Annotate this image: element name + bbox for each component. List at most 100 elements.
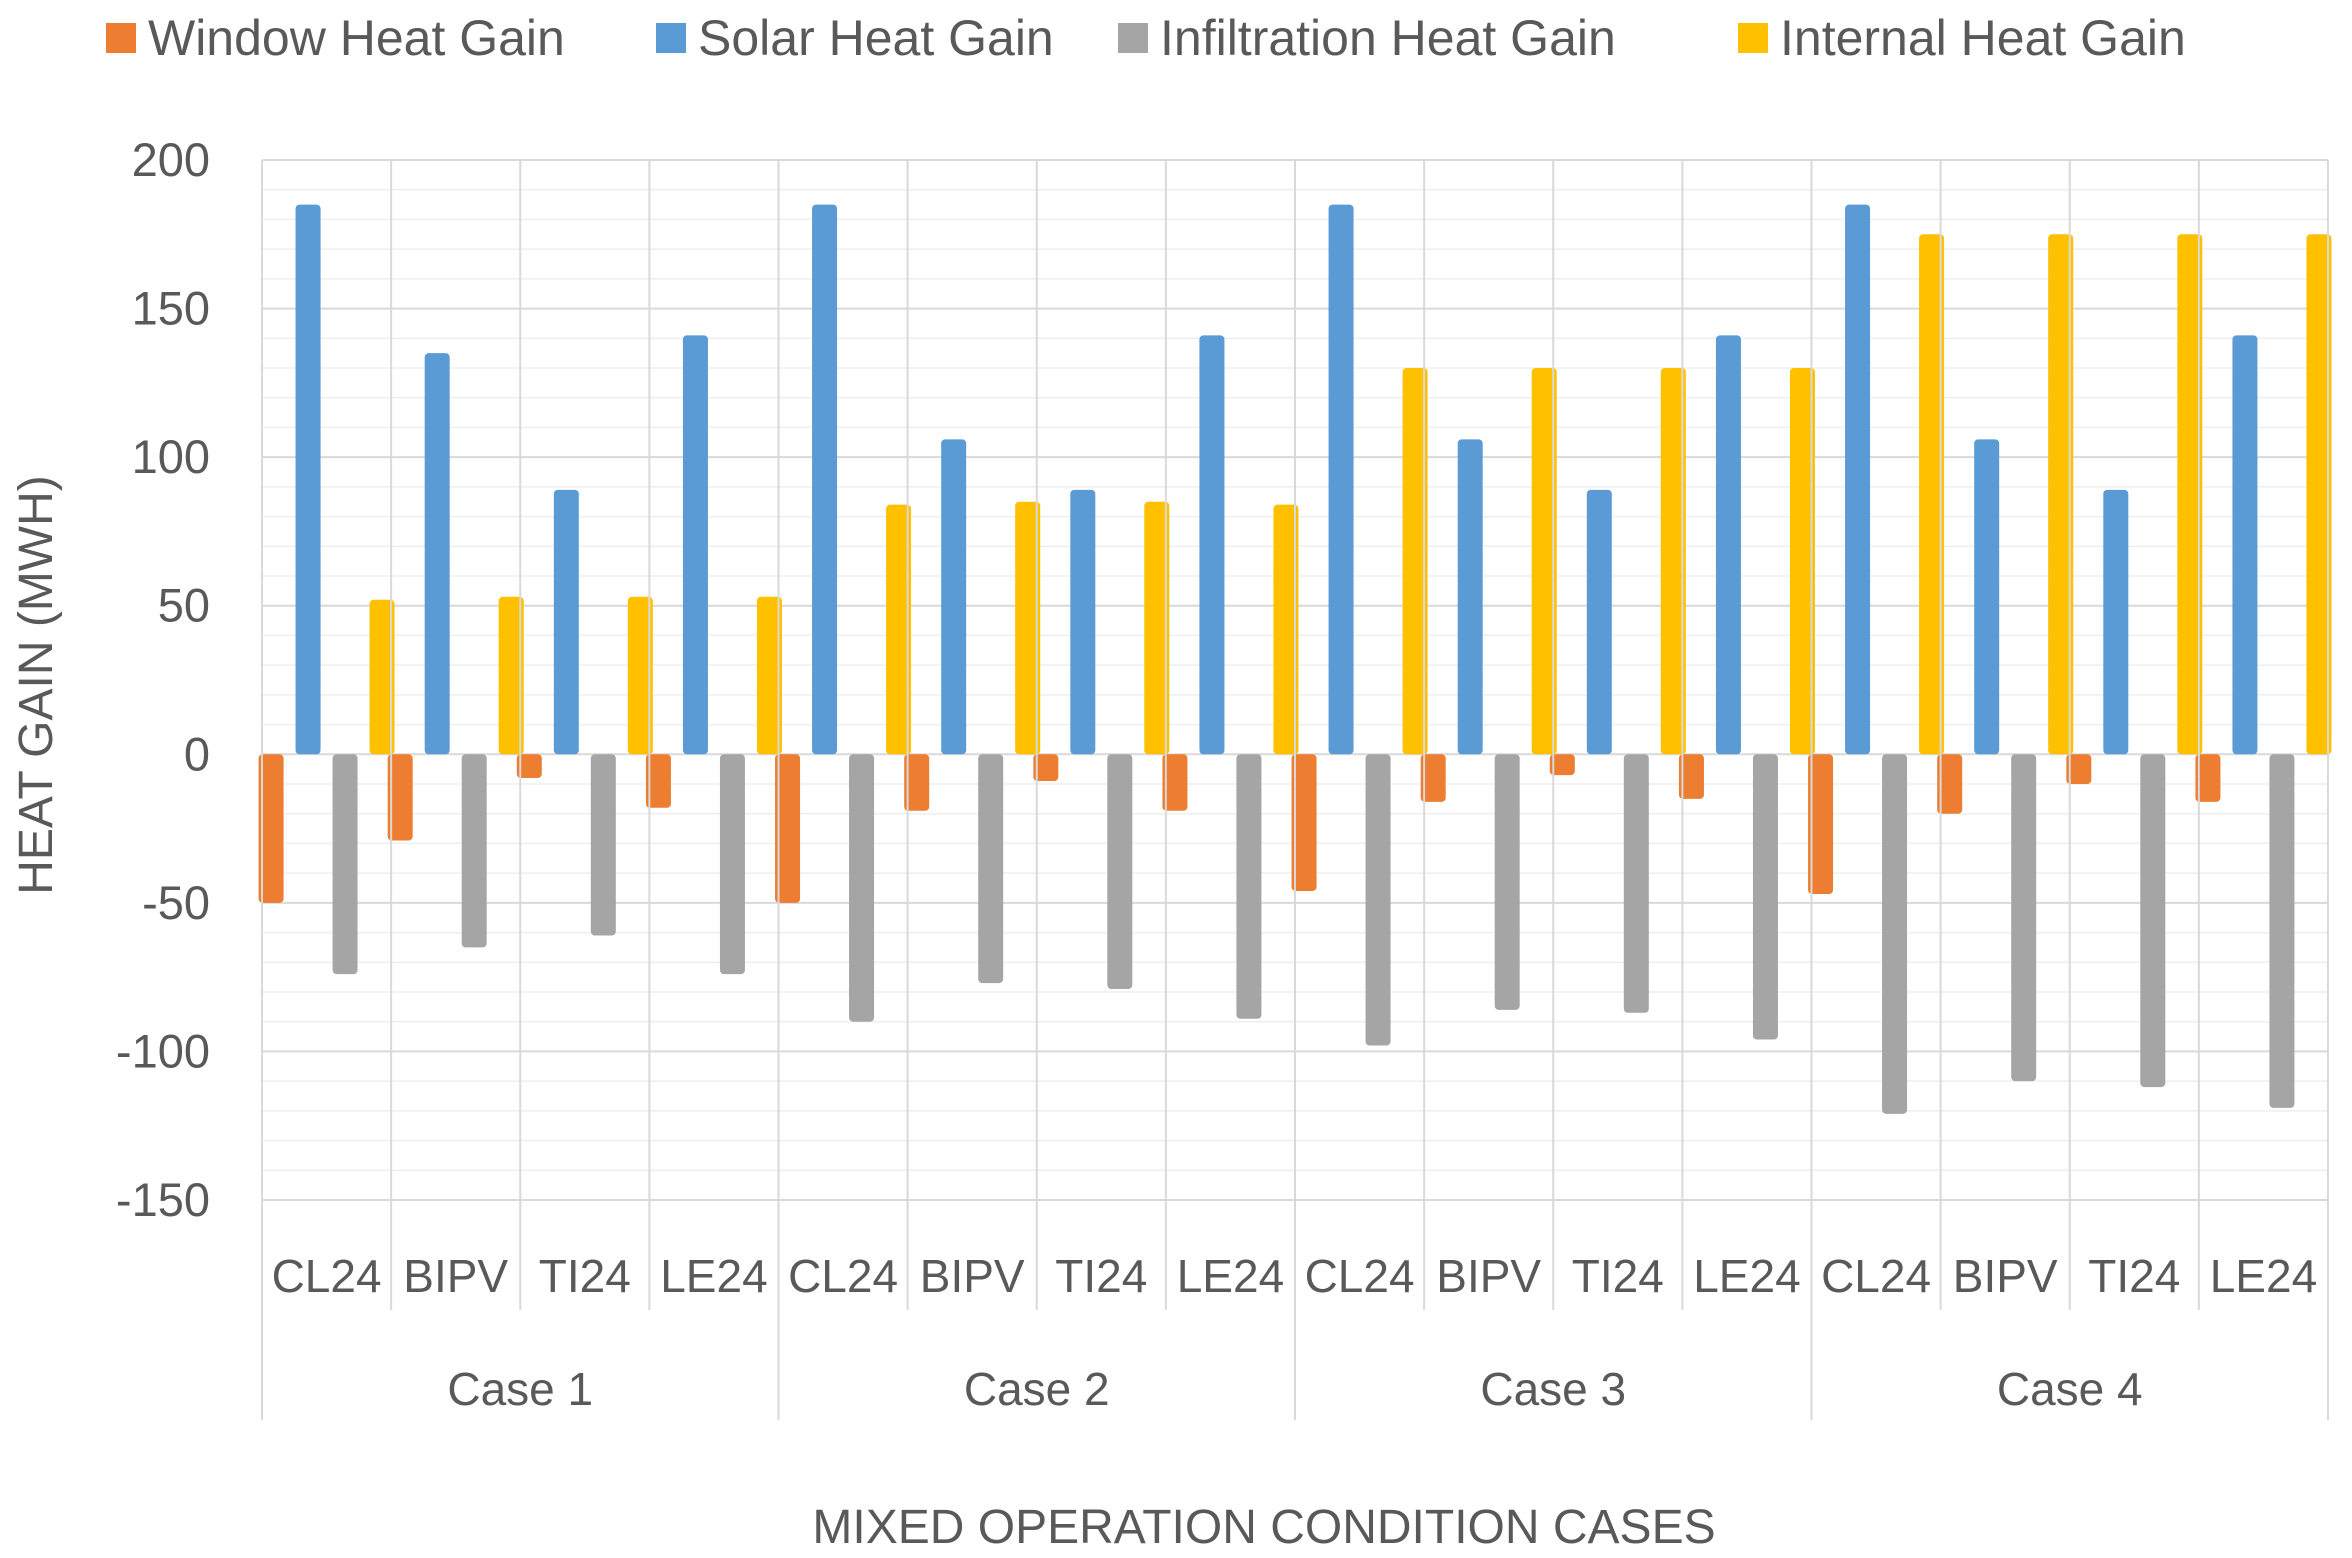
category-label: TI24 <box>1055 1250 1147 1302</box>
legend-swatch <box>1118 23 1148 53</box>
bar-solar-heat-gain <box>812 204 838 755</box>
category-label: CL24 <box>1821 1250 1931 1302</box>
bar-window-heat-gain <box>1420 754 1446 802</box>
bar-solar-heat-gain <box>295 204 321 755</box>
bar-internal-heat-gain <box>1789 368 1815 755</box>
legend-label: Window Heat Gain <box>148 10 565 66</box>
category-label: LE24 <box>1693 1250 1800 1302</box>
bar-infiltration-heat-gain <box>1882 754 1908 1114</box>
bar-solar-heat-gain <box>1845 204 1871 755</box>
bar-solar-heat-gain <box>1199 335 1225 755</box>
bar-internal-heat-gain <box>2177 234 2203 755</box>
bar-window-heat-gain <box>1678 754 1704 799</box>
bar-solar-heat-gain <box>1974 439 2000 755</box>
bar-internal-heat-gain <box>1402 368 1428 755</box>
bar-solar-heat-gain <box>553 489 579 755</box>
bar-infiltration-heat-gain <box>1236 754 1262 1019</box>
bar-internal-heat-gain <box>756 596 782 755</box>
group-label: Case 1 <box>447 1363 593 1415</box>
bar-internal-heat-gain <box>1273 504 1299 755</box>
category-label: BIPV <box>1436 1250 1541 1302</box>
category-label: LE24 <box>1177 1250 1284 1302</box>
bar-infiltration-heat-gain <box>1107 754 1133 990</box>
legend-swatch <box>106 23 136 53</box>
category-label: BIPV <box>920 1250 1025 1302</box>
bar-internal-heat-gain <box>1144 501 1170 755</box>
x-axis: CL24 BIPV TI24 LE24 Case 1 CL24 BIPV TI24 LE24 Ca… <box>261 160 2329 1420</box>
bar-infiltration-heat-gain <box>2011 754 2037 1082</box>
bar-infiltration-heat-gain <box>1365 754 1391 1046</box>
category-label: CL24 <box>788 1250 898 1302</box>
bar-solar-heat-gain <box>2103 489 2129 755</box>
bar-solar-heat-gain <box>682 335 708 755</box>
bar-infiltration-heat-gain <box>719 754 745 975</box>
bar-window-heat-gain <box>1808 754 1834 894</box>
bar-internal-heat-gain <box>1660 368 1686 755</box>
bar-infiltration-heat-gain <box>1494 754 1520 1010</box>
bar-solar-heat-gain <box>424 353 450 755</box>
group-label: Case 2 <box>964 1363 1110 1415</box>
y-tick-label: -50 <box>142 876 210 929</box>
bar-infiltration-heat-gain <box>590 754 616 936</box>
group-label: Case 3 <box>1480 1363 1626 1415</box>
bar-solar-heat-gain <box>1457 439 1483 755</box>
bar-internal-heat-gain <box>2306 234 2332 755</box>
bar-internal-heat-gain <box>1015 501 1041 755</box>
bar-internal-heat-gain <box>1919 234 1945 755</box>
legend-swatch <box>1738 23 1768 53</box>
bar-internal-heat-gain <box>886 504 912 755</box>
bar-window-heat-gain <box>2066 754 2092 784</box>
y-tick-label: 0 <box>184 727 210 780</box>
legend-label: Internal Heat Gain <box>1780 10 2186 66</box>
bar-window-heat-gain <box>2195 754 2221 802</box>
bar-internal-heat-gain <box>498 596 524 755</box>
bar-window-heat-gain <box>1549 754 1575 776</box>
bar-infiltration-heat-gain <box>1623 754 1649 1013</box>
category-label: CL24 <box>1305 1250 1415 1302</box>
bar-internal-heat-gain <box>627 596 653 755</box>
bar-window-heat-gain <box>645 754 671 808</box>
legend-label: Solar Heat Gain <box>698 10 1054 66</box>
bar-solar-heat-gain <box>941 439 967 755</box>
bar-infiltration-heat-gain <box>2269 754 2295 1108</box>
bar-window-heat-gain <box>1033 754 1059 782</box>
group-label: Case 4 <box>1997 1363 2143 1415</box>
bar-window-heat-gain <box>1937 754 1963 814</box>
y-tick-label: 50 <box>158 579 210 632</box>
bar-infiltration-heat-gain <box>1752 754 1778 1040</box>
category-label: TI24 <box>539 1250 631 1302</box>
category-label: TI24 <box>2088 1250 2180 1302</box>
bar-infiltration-heat-gain <box>332 754 358 975</box>
y-tick-label: 150 <box>132 282 210 335</box>
y-tick-label: 200 <box>132 133 210 186</box>
bar-window-heat-gain <box>1291 754 1317 891</box>
bar-internal-heat-gain <box>1531 368 1557 755</box>
bar-internal-heat-gain <box>2048 234 2074 755</box>
bar-window-heat-gain <box>904 754 930 811</box>
y-axis-title: HEAT GAIN (MWH) <box>10 475 63 895</box>
category-label: CL24 <box>272 1250 382 1302</box>
bar-solar-heat-gain <box>1070 489 1096 755</box>
bar-window-heat-gain <box>258 754 284 903</box>
legend-swatch <box>656 23 686 53</box>
y-tick-label: -100 <box>116 1024 210 1077</box>
bar-infiltration-heat-gain <box>978 754 1004 984</box>
x-axis-title: MIXED OPERATION CONDITION CASES <box>812 1501 1715 1554</box>
legend-label: Infiltration Heat Gain <box>1160 10 1616 66</box>
category-label: BIPV <box>1953 1250 2058 1302</box>
y-tick-label: -150 <box>116 1173 210 1226</box>
bar-window-heat-gain <box>516 754 542 779</box>
category-label: BIPV <box>403 1250 508 1302</box>
bars <box>258 204 2332 1114</box>
bar-window-heat-gain <box>775 754 801 903</box>
legend: Window Heat Gain Solar Heat Gain Infiltrat… <box>106 10 2186 66</box>
bar-window-heat-gain <box>1162 754 1188 811</box>
bar-infiltration-heat-gain <box>2140 754 2166 1088</box>
bar-solar-heat-gain <box>2232 335 2258 755</box>
category-label: LE24 <box>660 1250 767 1302</box>
category-label: TI24 <box>1572 1250 1664 1302</box>
bar-internal-heat-gain <box>369 599 395 755</box>
y-tick-label: 100 <box>132 430 210 483</box>
bar-solar-heat-gain <box>1328 204 1354 755</box>
